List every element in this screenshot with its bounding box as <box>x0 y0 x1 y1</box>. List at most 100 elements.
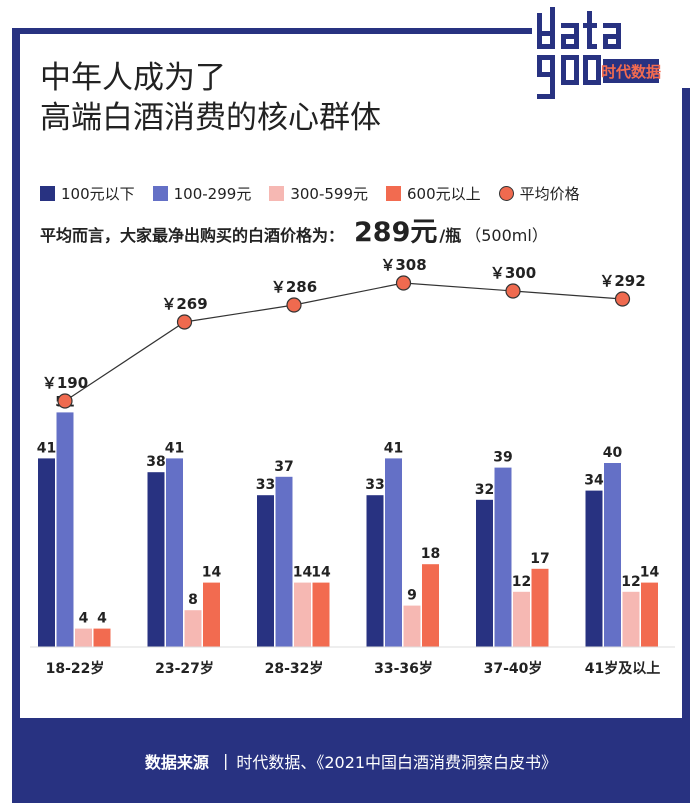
bar-value-label: 39 <box>493 450 512 466</box>
legend-item-100-299: 100-299元 <box>152 183 252 204</box>
bar <box>494 467 512 647</box>
bar <box>604 463 621 647</box>
title-line-1: 中年人成为了 <box>40 60 226 96</box>
average-price-point <box>505 283 521 299</box>
bar <box>275 476 293 647</box>
average-price-point <box>176 314 193 330</box>
bar-value-label: 12 <box>621 574 640 590</box>
bar-value-label: 33 <box>365 477 384 493</box>
legend-label: 100-299元 <box>173 184 252 203</box>
legend-swatch <box>40 185 55 201</box>
bar-value-label: 41 <box>37 440 56 456</box>
x-tick-label: 33-36岁 <box>374 660 433 677</box>
bar <box>184 610 202 647</box>
summary-text: 平均而言，大家最净出购买的白酒价格为： <box>40 226 345 245</box>
legend-item-300-599: 300-599元 <box>269 183 368 204</box>
bar <box>422 564 439 647</box>
logo-tagline: 时代数据 <box>601 63 661 81</box>
frame-top-border <box>12 28 532 34</box>
x-tick-label: 41岁及以上 <box>585 660 660 677</box>
frame-right-border <box>682 88 690 803</box>
average-price-point <box>614 291 631 307</box>
legend-dot <box>498 185 514 201</box>
datagoo-logo: 时代数据 <box>537 7 661 99</box>
bar <box>585 490 603 647</box>
bar-value-label: 33 <box>256 477 275 493</box>
legend-label: 平均价格 <box>519 184 580 203</box>
bar-value-label: 4 <box>79 611 89 627</box>
bar-value-label: 14 <box>640 565 660 581</box>
bar <box>641 582 658 647</box>
frame-left-border <box>12 28 20 803</box>
average-price-label: ￥190 <box>42 374 88 392</box>
bar <box>56 412 74 647</box>
x-tick-label: 37-40岁 <box>484 660 543 677</box>
legend-item-over-600: 600元以上 <box>386 183 481 204</box>
summary-volume: （500ml） <box>465 226 548 245</box>
legend-label: 100元以下 <box>61 184 135 203</box>
bar <box>476 499 493 647</box>
x-tick-label: 28-32岁 <box>265 660 324 677</box>
bar <box>93 628 111 647</box>
bar-value-label: 9 <box>407 588 417 604</box>
bar-value-label: 32 <box>475 482 494 498</box>
bar <box>75 628 92 647</box>
bar <box>513 591 530 647</box>
bar <box>403 605 421 647</box>
bar-value-label: 14 <box>293 565 313 581</box>
legend-swatch <box>386 185 402 201</box>
average-price-line <box>64 282 623 402</box>
bar-value-label: 40 <box>603 445 623 461</box>
average-price-point <box>57 393 73 409</box>
bar-value-label: 14 <box>202 565 222 581</box>
page-title: 中年人成为了 高端白酒消费的核心群体 <box>40 58 381 138</box>
legend-swatch <box>152 185 168 201</box>
bar <box>385 458 402 647</box>
bar-value-label: 41 <box>384 440 403 456</box>
consumption-chart: 41514418-22岁384181423-27岁3337141428-32岁3… <box>30 256 675 677</box>
bar-value-label: 34 <box>584 473 604 489</box>
average-price-label: ￥292 <box>599 272 645 290</box>
average-price-label: ￥300 <box>490 264 536 282</box>
bar-value-label: 17 <box>530 551 549 567</box>
legend-swatch <box>269 185 285 201</box>
footer-source-text: 时代数据、《2021中国白酒消费洞察白皮书》 <box>236 752 558 772</box>
source-footer: 数据来源 | 时代数据、《2021中国白酒消费洞察白皮书》 <box>12 718 690 803</box>
bar <box>294 582 311 647</box>
footer-separator: | <box>222 751 229 770</box>
bar <box>622 591 640 647</box>
legend-item-under-100: 100元以下 <box>40 183 135 204</box>
bar-value-label: 41 <box>165 440 184 456</box>
bar <box>531 568 549 647</box>
bar-value-label: 37 <box>274 459 293 475</box>
bar <box>312 582 330 647</box>
summary-unit: /瓶 <box>439 226 462 245</box>
bar-value-label: 18 <box>421 546 440 562</box>
bar-value-label: 4 <box>97 611 107 627</box>
bar <box>166 458 183 647</box>
average-price-summary: 平均而言，大家最净出购买的白酒价格为： 289元 /瓶 （500ml） <box>40 210 548 249</box>
legend-item-average-price: 平均价格 <box>498 183 580 204</box>
bar-value-label: 12 <box>512 574 531 590</box>
chart-legend: 100元以下 100-299元 300-599元 600元以上 平均价格 <box>40 181 680 205</box>
average-price-point <box>395 275 412 291</box>
average-price-point <box>286 297 302 313</box>
bar-value-label: 8 <box>188 592 198 608</box>
bar-value-label: 38 <box>146 454 165 470</box>
footer-label: 数据来源 <box>144 752 209 772</box>
average-price-label: ￥286 <box>271 278 317 296</box>
bar <box>147 472 165 647</box>
x-tick-label: 18-22岁 <box>46 660 105 677</box>
title-line-2: 高端白酒消费的核心群体 <box>40 100 381 136</box>
summary-value: 289元 <box>354 217 438 248</box>
legend-label: 600元以上 <box>407 184 481 203</box>
average-price-label: ￥269 <box>161 295 207 313</box>
bar <box>203 582 220 647</box>
average-price-label: ￥308 <box>380 256 426 274</box>
bar-value-label: 14 <box>311 565 331 581</box>
bar <box>366 495 384 647</box>
bar <box>257 495 274 647</box>
legend-label: 300-599元 <box>290 184 369 203</box>
x-tick-label: 23-27岁 <box>155 660 214 677</box>
bar <box>38 458 55 647</box>
